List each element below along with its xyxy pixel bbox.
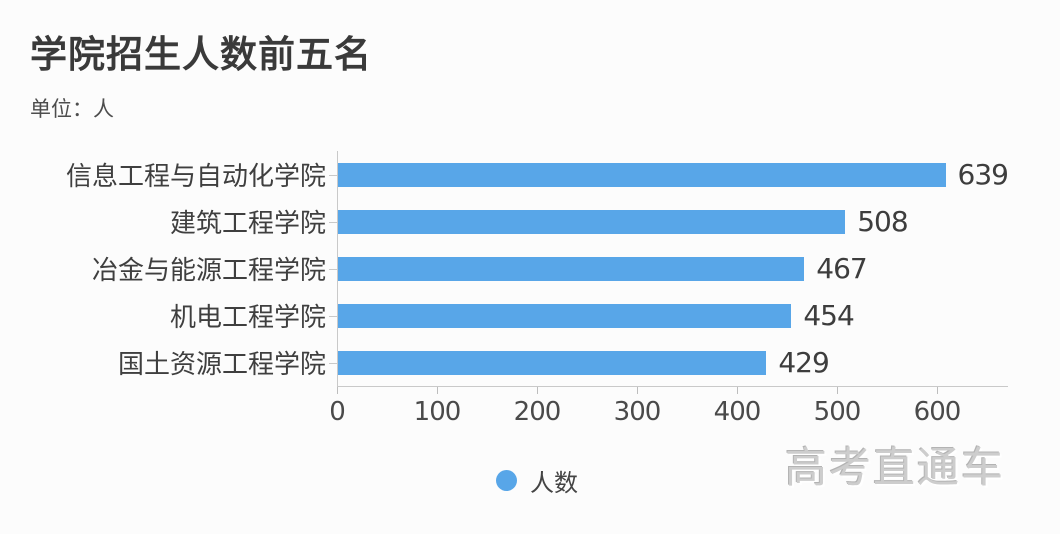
plot-cell: 429 [329,339,1008,386]
bar[interactable] [338,162,946,187]
value-label: 639 [957,157,1009,191]
x-axis-tick [537,387,538,394]
x-axis-tick-label: 100 [413,397,462,427]
x-axis-tick-label: 400 [713,397,762,427]
unit-label: 单位：人 [30,97,114,121]
category-label: 建筑工程学院 [169,209,326,239]
bar-row: 机电工程学院 454 [30,292,1008,339]
plot-cell: 467 [329,245,1008,292]
value-label: 429 [778,345,829,379]
legend[interactable]: 人数 [0,463,1060,498]
bar-row: 信息工程与自动化学院 639 [30,151,1009,198]
x-axis-tick [937,387,938,394]
bar[interactable] [338,256,805,281]
x-axis-tick-label: 600 [913,397,962,427]
category-label: 机电工程学院 [169,303,326,333]
x-axis-tick [337,387,338,394]
bar[interactable] [338,303,792,328]
x-axis-tick-label: 300 [613,397,662,427]
plot-cell: 508 [329,198,1008,245]
x-axis-tick [737,387,738,394]
bar-row: 建筑工程学院 508 [30,198,1008,245]
x-axis-tick [437,387,438,394]
x-axis-tick [837,387,838,394]
value-label: 467 [816,251,867,285]
plot-cell: 454 [329,292,1008,339]
bar-rows: 信息工程与自动化学院 639 建筑工程学院 508 冶金与能源工程学院 467 机电工程学院… [30,151,1009,386]
page-title: 学院招生人数前五名 [30,33,372,76]
legend-label: 人数 [530,469,578,497]
plot-cell: 639 [329,151,1009,198]
x-axis-line [337,386,1008,394]
category-tick [329,268,337,270]
x-axis-tick-label: 200 [513,397,562,427]
category-label: 信息工程与自动化学院 [65,162,326,192]
bar-chart: 信息工程与自动化学院 639 建筑工程学院 508 冶金与能源工程学院 467 机电工程学院… [30,151,1009,429]
watermark: 高考直通车 [784,443,1005,492]
category-tick [329,362,337,364]
x-axis-tick-label: 0 [329,397,346,427]
legend-dot-icon [496,470,517,491]
bar[interactable] [338,350,767,375]
x-axis-tick-label: 500 [813,397,862,427]
category-tick [329,315,337,317]
category-tick [329,221,337,223]
category-label: 国土资源工程学院 [117,350,326,380]
value-label: 508 [857,204,908,238]
category-tick [329,174,337,176]
category-label: 冶金与能源工程学院 [91,256,326,286]
bar-row: 冶金与能源工程学院 467 [30,245,1008,292]
bar[interactable] [338,209,846,234]
bar-row: 国土资源工程学院 429 [30,339,1008,386]
value-label: 454 [803,298,854,332]
x-axis-tick [637,387,638,394]
x-axis-labels: 0 100 200 300 400 500 600 [329,387,1008,429]
